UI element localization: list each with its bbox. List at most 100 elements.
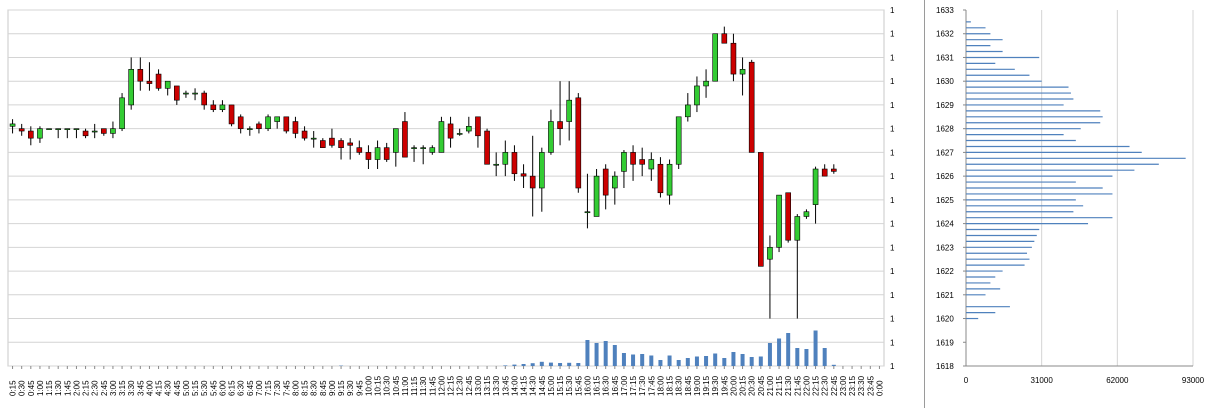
x-tick-label: 7:30 [273,380,282,396]
x-tick-label: 14:30 [529,375,538,396]
x-tick-label: 1:00 [36,380,45,396]
candle [402,112,408,158]
candle [566,81,572,141]
candle-body [429,147,436,153]
volume-bar [740,354,745,366]
candle [502,140,509,177]
y-tick-label: 1633 [890,6,895,15]
volume-bar [767,343,772,366]
x-tick-label: 9:15 [337,380,346,396]
x-tick-label: 8:00 [291,380,300,396]
candle-body [529,175,536,189]
x-tick-label: 1:30 [54,380,63,396]
candle [703,69,709,98]
candle-body [46,128,52,130]
candle-body [393,128,399,153]
volume-bar [594,343,599,366]
candle-body [219,104,226,110]
candle-body [128,69,134,106]
candle-body [739,69,746,75]
x-tick-label: 22:00 [802,375,811,396]
x-tick-label: 8:45 [319,380,328,396]
x-tick-label: 13:30 [492,375,501,396]
candle-body [146,80,153,84]
candle-body [511,152,518,175]
volume-bar [640,354,645,366]
candle-body [821,168,828,177]
x-tick-label: 12:00 [437,375,446,396]
candle-body [201,92,207,106]
candle-body [447,123,454,139]
candle-body [566,99,572,122]
candle [219,100,226,113]
volume-bar [722,358,727,366]
candle [91,123,98,139]
candle-body [411,147,417,149]
y-tick-label: 1632 [936,30,954,39]
x-tick-label: 7:00 [255,380,264,396]
candle-body [767,247,773,260]
volume-bar [749,357,754,366]
x-tick-label: 22:15 [812,375,821,396]
candle [310,131,317,148]
candle-body [329,137,335,146]
candle-body [183,92,189,95]
candle-body [456,133,463,135]
x-tick-label: 9:30 [346,380,355,396]
candle [493,152,499,177]
candle [338,138,344,160]
volume-bar [777,338,782,366]
candle [639,147,645,177]
candle-body [174,85,180,101]
candle-body [721,33,728,44]
candle-body [91,130,98,133]
candle [73,128,80,139]
candle [666,159,673,205]
candle-body [320,140,326,148]
x-tick-label: 4:45 [173,380,182,396]
x-tick-label: 2:30 [91,380,100,396]
candle [420,145,426,165]
candle-body [420,147,426,149]
candle [393,128,399,167]
x-tick-label: 6:45 [246,380,255,396]
volume-bar [585,340,590,366]
volume-bar [704,356,709,366]
x-tick-label: 14:15 [520,375,529,396]
candle [55,128,61,139]
candle [174,85,180,105]
candle [584,173,591,229]
candle [164,80,171,96]
x-tick-label: 10:15 [374,375,383,396]
y-tick-label: 1622 [890,267,895,276]
candle-body [256,123,262,129]
candle [82,128,89,139]
y-tick-label: 1619 [890,338,895,347]
candle-body [265,116,271,129]
x-tick-label: 6:00 [218,380,227,396]
candle [776,194,782,253]
x-tick-label: 17:00 [620,375,629,396]
x-tick-label: 2:00 [72,380,81,396]
candle-body [475,116,481,137]
candle [675,116,682,170]
x-tick-label: 8:15 [301,380,310,396]
volume-bar [612,345,617,366]
candle [28,126,34,146]
candle [146,62,153,91]
volume-bar [676,360,681,366]
x-tick-label: 19:15 [702,375,711,396]
candle [831,164,837,174]
x-tick-label: 16:00 [583,375,592,396]
candle-body [575,97,582,189]
candle [429,145,436,155]
candle [730,33,737,82]
candle-body [101,128,107,134]
candle-body [493,163,499,166]
candle [520,164,527,188]
candle-body [648,159,655,170]
candle [228,104,235,127]
candle [685,93,691,122]
y-tick-label: 1632 [890,30,895,39]
x-tick-label: 13:45 [501,375,510,396]
